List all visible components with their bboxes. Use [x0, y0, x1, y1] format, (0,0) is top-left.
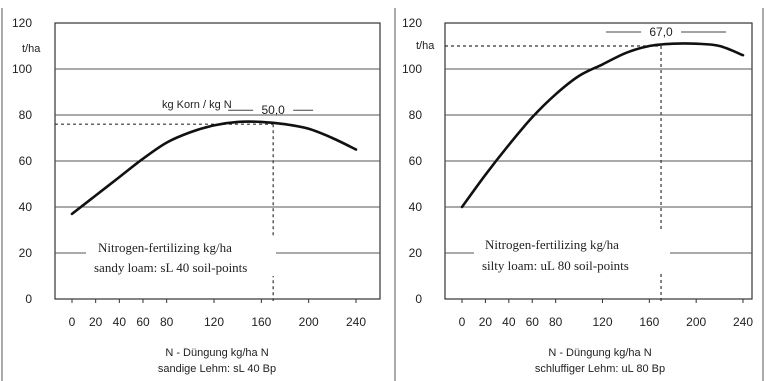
y-tick-label: 100 [12, 62, 32, 76]
y-tick-label: 60 [19, 154, 33, 168]
y-unit-label: t/ha [416, 40, 435, 52]
x-axis-label: N - Düngung kg/ha N [165, 347, 268, 359]
x-tick-label: 80 [160, 315, 174, 329]
x-tick-label: 0 [69, 315, 76, 329]
optimum-value-label: 67,0 [649, 25, 673, 39]
legend-line-1: Nitrogen-fertilizing kg/ha [98, 240, 232, 255]
optimum-value-label: 50,0 [261, 103, 285, 117]
x-tick-label: 120 [204, 315, 224, 329]
x-tick-label: 120 [592, 315, 612, 329]
x-axis-sublabel: schluffiger Lehm: uL 80 Bp [535, 363, 665, 375]
y-tick-label: 100 [402, 62, 422, 76]
legend-line-2: silty loam: uL 80 soil-points [482, 258, 629, 273]
optimum-marker [55, 109, 314, 301]
y-tick-label: 20 [19, 246, 33, 260]
y-tick-label: 0 [25, 292, 32, 306]
x-tick-label: 0 [459, 315, 466, 329]
legend-box [86, 236, 276, 276]
x-tick-labels: 0 20 40 60 80 120 160 200 240 [459, 299, 753, 329]
x-axis-label: N - Düngung kg/ha N [548, 347, 651, 359]
legend-line-2: sandy loam: sL 40 soil-points [94, 260, 247, 275]
gridlines [445, 68, 752, 254]
y-tick-label: 40 [19, 200, 33, 214]
x-tick-label: 20 [89, 315, 103, 329]
y-tick-label: 20 [409, 246, 423, 260]
y-tick-label: 0 [415, 292, 422, 306]
legend-line-1: Nitrogen-fertilizing kg/ha [485, 237, 619, 252]
x-tick-label: 160 [639, 315, 659, 329]
y-tick-label: 80 [409, 108, 423, 122]
legend-box [474, 230, 670, 274]
x-tick-label: 240 [733, 315, 753, 329]
y-tick-labels: 0 20 40 60 80 100 120 [12, 16, 32, 306]
chart-panel-right: 0 20 40 60 80 100 120 0 20 40 60 80 120 160 200 240 t/… [402, 16, 753, 375]
x-tick-labels: 0 20 40 60 80 120 160 200 240 [69, 299, 366, 329]
y-tick-label: 120 [402, 16, 422, 30]
x-tick-label: 200 [299, 315, 319, 329]
x-axis-sublabel: sandige Lehm: sL 40 Bp [158, 363, 276, 375]
x-tick-label: 80 [549, 315, 563, 329]
x-tick-label: 40 [502, 315, 516, 329]
chart-title: kg Korn / kg N [162, 99, 232, 111]
chart-panel-left: 0 20 40 60 80 100 120 0 20 40 60 80 120 160 200 240 t/… [12, 16, 381, 375]
y-tick-label: 60 [409, 154, 423, 168]
y-unit-label: t/ha [22, 43, 41, 55]
x-tick-label: 60 [526, 315, 540, 329]
x-tick-label: 40 [113, 315, 127, 329]
x-tick-label: 60 [136, 315, 150, 329]
yield-curve [460, 42, 745, 209]
y-tick-label: 80 [19, 108, 33, 122]
x-tick-label: 240 [346, 315, 366, 329]
x-tick-label: 200 [686, 315, 706, 329]
yield-curve [70, 120, 358, 216]
y-tick-labels: 0 20 40 60 80 100 120 [402, 16, 422, 306]
gridlines [55, 68, 380, 254]
y-tick-label: 120 [12, 16, 32, 30]
legend: Nitrogen-fertilizing kg/ha sandy loam: s… [86, 236, 276, 276]
y-tick-label: 40 [409, 200, 423, 214]
x-tick-label: 20 [479, 315, 493, 329]
legend: Nitrogen-fertilizing kg/ha silty loam: u… [474, 230, 670, 274]
x-tick-label: 160 [251, 315, 271, 329]
